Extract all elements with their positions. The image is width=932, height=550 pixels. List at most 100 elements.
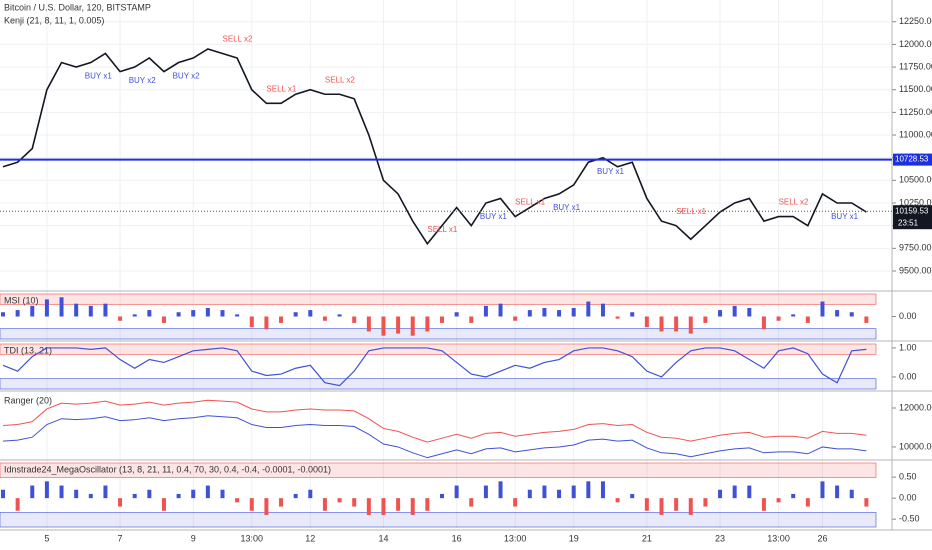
histogram-bar bbox=[630, 312, 635, 317]
histogram-bar bbox=[161, 316, 166, 323]
pane-title: Idnstrade24_MegaOscillator (13, 8, 21, 1… bbox=[4, 464, 331, 474]
histogram-bar bbox=[147, 489, 152, 499]
histogram-bar bbox=[205, 485, 210, 499]
y-tick-label: 0.00 bbox=[899, 311, 917, 321]
histogram-bar bbox=[352, 316, 357, 323]
histogram-bar bbox=[191, 489, 196, 499]
x-tick-label: 23 bbox=[715, 533, 725, 543]
y-tick-label: 10250.00 bbox=[899, 197, 932, 207]
histogram-bar bbox=[761, 498, 766, 511]
histogram-bar bbox=[352, 498, 357, 507]
histogram-bar bbox=[15, 310, 20, 317]
x-tick-label: 13:00 bbox=[504, 533, 527, 543]
buy-signal: BUY x2 bbox=[129, 76, 157, 85]
histogram-bar bbox=[410, 316, 415, 336]
x-tick-label: 7 bbox=[118, 533, 123, 543]
y-tick-label: 11500.00 bbox=[899, 84, 932, 94]
sell-signal: SELL x2 bbox=[223, 35, 253, 44]
y-tick-label: 1.00 bbox=[899, 342, 917, 352]
y-tick-label: 11750.00 bbox=[899, 61, 932, 71]
histogram-bar bbox=[835, 485, 840, 499]
histogram-bar bbox=[381, 498, 386, 515]
histogram-bar bbox=[235, 498, 240, 503]
histogram-bar bbox=[249, 316, 254, 328]
histogram-bar bbox=[425, 316, 430, 332]
line bbox=[2, 347, 867, 387]
histogram-bar bbox=[366, 316, 371, 332]
last-price-label: 10159.53 bbox=[895, 206, 929, 215]
buy-signal: BUY x1 bbox=[480, 212, 508, 221]
histogram-bar bbox=[805, 498, 810, 507]
sell-signal: SELL x1 bbox=[515, 198, 545, 207]
histogram-bar bbox=[30, 485, 35, 499]
histogram-bar bbox=[279, 316, 284, 323]
histogram-bar bbox=[1, 312, 5, 317]
hline-label: 10728.53 bbox=[895, 155, 929, 164]
histogram-bar bbox=[74, 303, 79, 317]
histogram-bar bbox=[366, 498, 371, 515]
histogram-bar bbox=[308, 310, 313, 317]
histogram-bar bbox=[161, 498, 166, 511]
histogram-bar bbox=[703, 498, 708, 507]
histogram-bar bbox=[805, 316, 810, 323]
histogram-bar bbox=[615, 498, 620, 503]
histogram-bar bbox=[381, 316, 386, 336]
lower-band bbox=[0, 328, 877, 340]
histogram-bar bbox=[132, 493, 137, 499]
x-tick-label: 13:00 bbox=[241, 533, 264, 543]
histogram-bar bbox=[483, 305, 488, 317]
histogram-bar bbox=[235, 314, 240, 317]
histogram-bar bbox=[674, 316, 679, 332]
histogram-bar bbox=[322, 316, 327, 321]
buy-signal: BUY x1 bbox=[553, 203, 581, 212]
histogram-bar bbox=[644, 316, 649, 328]
line bbox=[2, 48, 867, 246]
histogram-bar bbox=[791, 314, 796, 317]
y-tick-label: 0.00 bbox=[899, 371, 917, 381]
histogram-bar bbox=[1, 489, 5, 499]
histogram-bar bbox=[118, 316, 123, 321]
y-tick-label: 12000.00 bbox=[899, 39, 932, 49]
histogram-bar bbox=[30, 305, 35, 317]
y-tick-label: 10000.00 bbox=[899, 441, 932, 451]
histogram-bar bbox=[732, 485, 737, 499]
histogram-bar bbox=[425, 498, 430, 511]
histogram-bar bbox=[396, 498, 401, 511]
histogram-bar bbox=[849, 489, 854, 499]
histogram-bar bbox=[703, 316, 708, 323]
histogram-bar bbox=[498, 303, 503, 317]
pane-title: MSI (10) bbox=[4, 295, 39, 305]
histogram-bar bbox=[88, 305, 93, 317]
histogram-bar bbox=[820, 301, 825, 317]
histogram-bar bbox=[527, 310, 532, 317]
histogram-bar bbox=[74, 489, 79, 499]
histogram-bar bbox=[44, 481, 49, 499]
histogram-bar bbox=[791, 493, 796, 499]
histogram-bar bbox=[337, 498, 342, 503]
y-tick-label: 11250.00 bbox=[899, 107, 932, 117]
histogram-bar bbox=[571, 307, 576, 317]
x-tick-label: 21 bbox=[642, 533, 652, 543]
histogram-bar bbox=[454, 485, 459, 499]
histogram-bar bbox=[220, 489, 225, 499]
histogram-bar bbox=[396, 316, 401, 334]
y-tick-label: -0.50 bbox=[899, 514, 920, 524]
x-tick-label: 19 bbox=[569, 533, 579, 543]
histogram-bar bbox=[644, 498, 649, 511]
histogram-bar bbox=[732, 305, 737, 317]
upper-band bbox=[0, 343, 877, 355]
histogram-bar bbox=[132, 314, 137, 317]
histogram-bar bbox=[557, 489, 562, 499]
y-tick-label: 12000.00 bbox=[899, 402, 932, 412]
histogram-bar bbox=[835, 310, 840, 317]
sell-signal: SELL x1 bbox=[266, 84, 296, 93]
histogram-bar bbox=[527, 489, 532, 499]
countdown: 23:51 bbox=[898, 218, 919, 227]
histogram-bar bbox=[176, 312, 181, 317]
histogram-bar bbox=[600, 303, 605, 317]
histogram-bar bbox=[615, 316, 620, 319]
histogram-bar bbox=[586, 301, 591, 317]
histogram-bar bbox=[718, 489, 723, 499]
y-tick-label: 12250.00 bbox=[899, 16, 932, 26]
line bbox=[2, 399, 867, 443]
